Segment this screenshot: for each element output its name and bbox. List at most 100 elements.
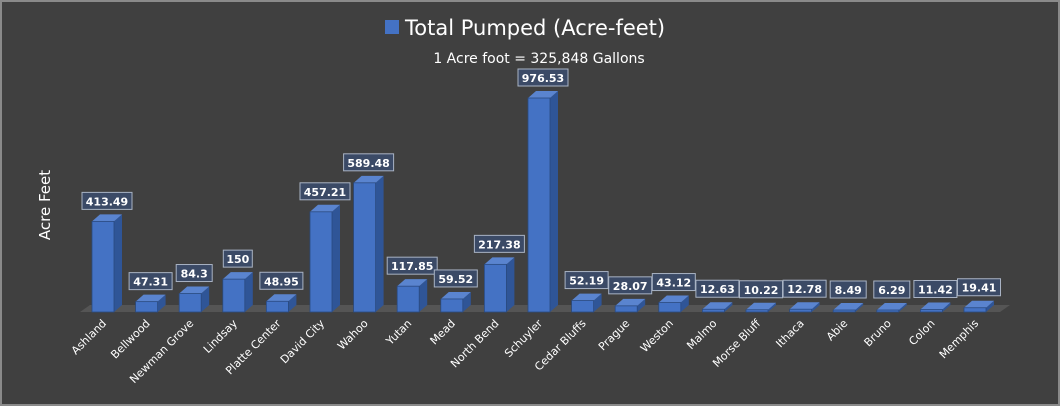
bar bbox=[789, 308, 812, 313]
bar-side bbox=[506, 257, 515, 312]
bar-side bbox=[942, 302, 951, 312]
bar bbox=[832, 309, 856, 313]
data-label: 8.49 bbox=[835, 284, 862, 297]
data-label-box bbox=[695, 279, 740, 298]
bar-top bbox=[571, 293, 602, 301]
data-label-box bbox=[913, 279, 958, 298]
bar-top bbox=[484, 257, 515, 265]
bar-side bbox=[637, 298, 646, 312]
bar-side bbox=[419, 279, 428, 312]
data-label-box bbox=[564, 271, 609, 290]
bar bbox=[91, 220, 115, 313]
bar-side bbox=[244, 272, 253, 312]
bar bbox=[265, 300, 289, 313]
bar bbox=[702, 308, 725, 313]
data-label: 10.22 bbox=[744, 284, 779, 297]
data-label: 12.78 bbox=[787, 283, 822, 296]
bar-top bbox=[92, 214, 122, 222]
data-label-box bbox=[299, 182, 351, 201]
data-label-box bbox=[386, 256, 438, 275]
category-label: Lindsay bbox=[201, 317, 240, 356]
data-label: 28.07 bbox=[613, 280, 648, 293]
category-label: Prague bbox=[596, 317, 633, 354]
data-label-box bbox=[473, 234, 525, 253]
category-label: Morse Bluff bbox=[710, 317, 763, 370]
bar-side bbox=[986, 300, 994, 312]
data-label: 117.85 bbox=[391, 260, 433, 273]
category-label: Wahoo bbox=[335, 317, 371, 353]
data-label-box bbox=[517, 68, 569, 87]
category-label: Bellwood bbox=[108, 317, 152, 361]
bar-top bbox=[615, 298, 646, 306]
bar-side bbox=[898, 303, 907, 312]
bar-side bbox=[157, 294, 166, 312]
data-label: 150 bbox=[226, 253, 249, 266]
bar-side bbox=[114, 214, 122, 312]
y-axis-label: Acre Feet bbox=[36, 170, 54, 240]
bar-side bbox=[288, 294, 297, 312]
bar-top bbox=[179, 286, 210, 294]
data-label-box bbox=[782, 279, 827, 298]
data-label: 413.49 bbox=[86, 195, 128, 208]
bar-side bbox=[855, 303, 864, 312]
category-label: Schuyler bbox=[502, 317, 545, 360]
data-label: 12.63 bbox=[700, 283, 735, 296]
category-label: Weston bbox=[638, 317, 676, 355]
bar-top bbox=[746, 302, 776, 310]
chart-subtitle: 1 Acre foot = 325,848 Gallons bbox=[433, 51, 644, 67]
category-label: Bruno bbox=[862, 317, 895, 350]
bar-top bbox=[222, 272, 253, 280]
category-label: Abie bbox=[824, 317, 851, 344]
data-label: 217.38 bbox=[478, 238, 520, 251]
data-label-box bbox=[128, 272, 173, 291]
bar bbox=[353, 182, 377, 313]
bar bbox=[527, 97, 551, 313]
data-label: 19.41 bbox=[962, 282, 997, 295]
bar bbox=[309, 211, 333, 313]
bar-top bbox=[528, 91, 558, 98]
bar-side bbox=[768, 302, 776, 312]
data-label: 457.21 bbox=[304, 186, 346, 199]
bar-side bbox=[375, 175, 384, 312]
legend-entry: Total Pumped (Acre-feet) bbox=[404, 16, 665, 40]
bar bbox=[920, 309, 943, 313]
category-label: Ithaca bbox=[773, 317, 806, 350]
bar bbox=[876, 309, 900, 313]
bar-side bbox=[724, 302, 733, 312]
bar bbox=[222, 278, 246, 313]
data-label: 589.48 bbox=[347, 157, 389, 170]
bar bbox=[135, 301, 159, 313]
bar bbox=[658, 302, 682, 313]
bar-side bbox=[462, 291, 471, 312]
data-label-box bbox=[957, 278, 1001, 297]
data-label: 43.12 bbox=[656, 277, 691, 290]
bar-side bbox=[201, 286, 210, 312]
data-label-box bbox=[175, 264, 213, 283]
bar bbox=[396, 285, 420, 313]
data-label: 6.29 bbox=[878, 284, 905, 297]
category-label: Ashland bbox=[69, 317, 109, 357]
data-label-box bbox=[433, 269, 478, 288]
bar-top bbox=[833, 303, 864, 310]
data-label: 84.3 bbox=[181, 268, 208, 281]
bar-top bbox=[310, 204, 340, 212]
bar-top bbox=[266, 294, 297, 302]
legend-swatch bbox=[385, 20, 399, 34]
bar-top bbox=[658, 295, 689, 303]
data-label: 59.52 bbox=[438, 273, 473, 286]
bar-top bbox=[440, 291, 471, 299]
bar-top bbox=[135, 294, 166, 302]
bar-side bbox=[550, 91, 558, 312]
bar bbox=[483, 263, 507, 313]
data-label: 11.42 bbox=[918, 283, 953, 296]
data-label-box bbox=[259, 271, 304, 290]
bar-side bbox=[593, 293, 602, 312]
data-label-box bbox=[651, 273, 696, 292]
category-label: Colon bbox=[906, 317, 937, 348]
bar-top bbox=[397, 279, 428, 287]
data-label: 52.19 bbox=[569, 275, 604, 288]
bar-top bbox=[876, 303, 907, 310]
bar-side bbox=[332, 204, 340, 312]
category-label: Yutan bbox=[383, 317, 414, 348]
